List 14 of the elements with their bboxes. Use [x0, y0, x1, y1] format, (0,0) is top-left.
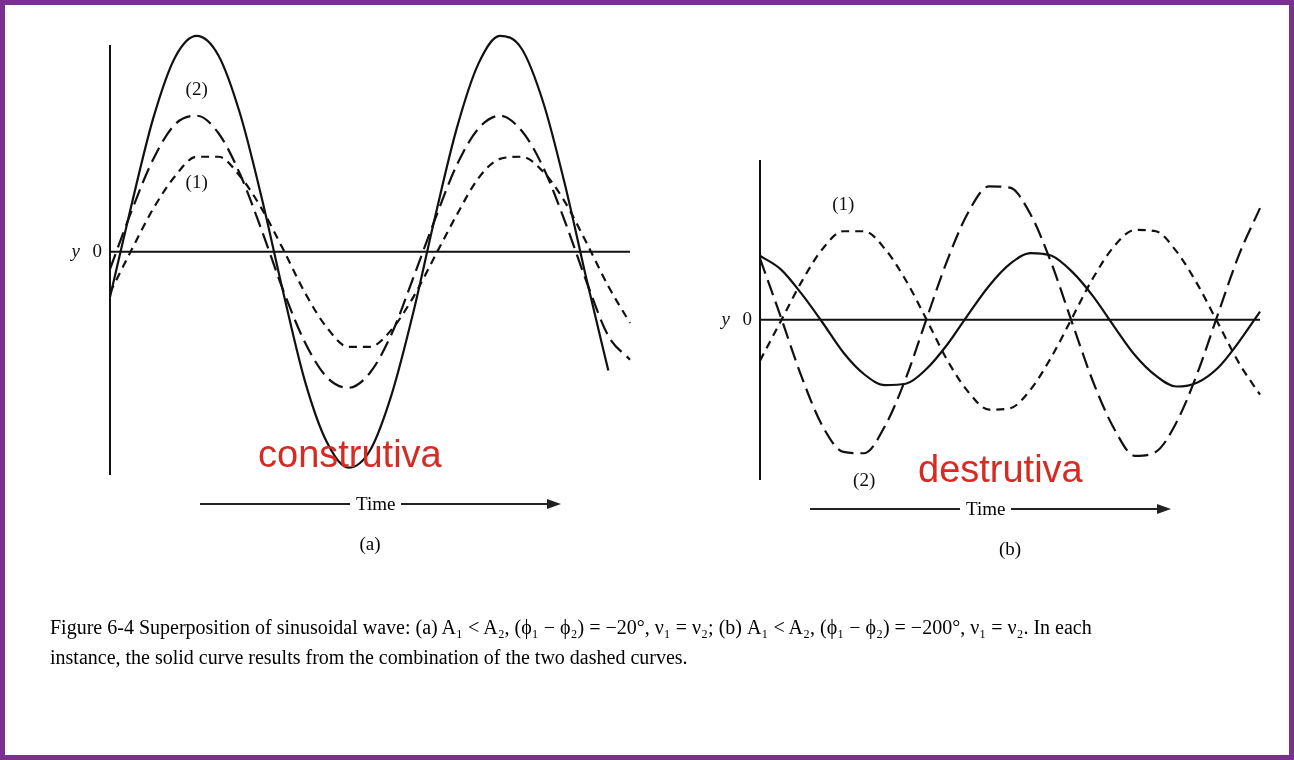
- y-axis-title: y: [719, 307, 731, 329]
- y-axis-title: y: [69, 239, 81, 261]
- series-label: (1): [185, 170, 208, 193]
- series-label: (2): [185, 77, 208, 100]
- series-label: (1): [832, 193, 855, 216]
- text: 0: [92, 239, 102, 261]
- caption: Figure 6-4 Superposition of sinusoidal wave: (a) A₁ < A₂, (ϕ₁ − ϕ₂) = −20°, ν₁ = ν₂; (b) A₁ < A₂, (ϕ₁ − ϕ₂) = −200°, ν₁ = ν₂. In each instance, the solid curve results from the combination of the two dashed curves.: [50, 615, 1093, 670]
- x-axis-title: Time: [356, 493, 396, 515]
- x-axis-title: Time: [966, 498, 1006, 520]
- text: (b): [997, 538, 1023, 560]
- text: 0: [742, 307, 752, 329]
- series-label: (2): [853, 469, 876, 492]
- text: (a): [358, 533, 382, 555]
- annotation: destrutiva: [918, 448, 1083, 491]
